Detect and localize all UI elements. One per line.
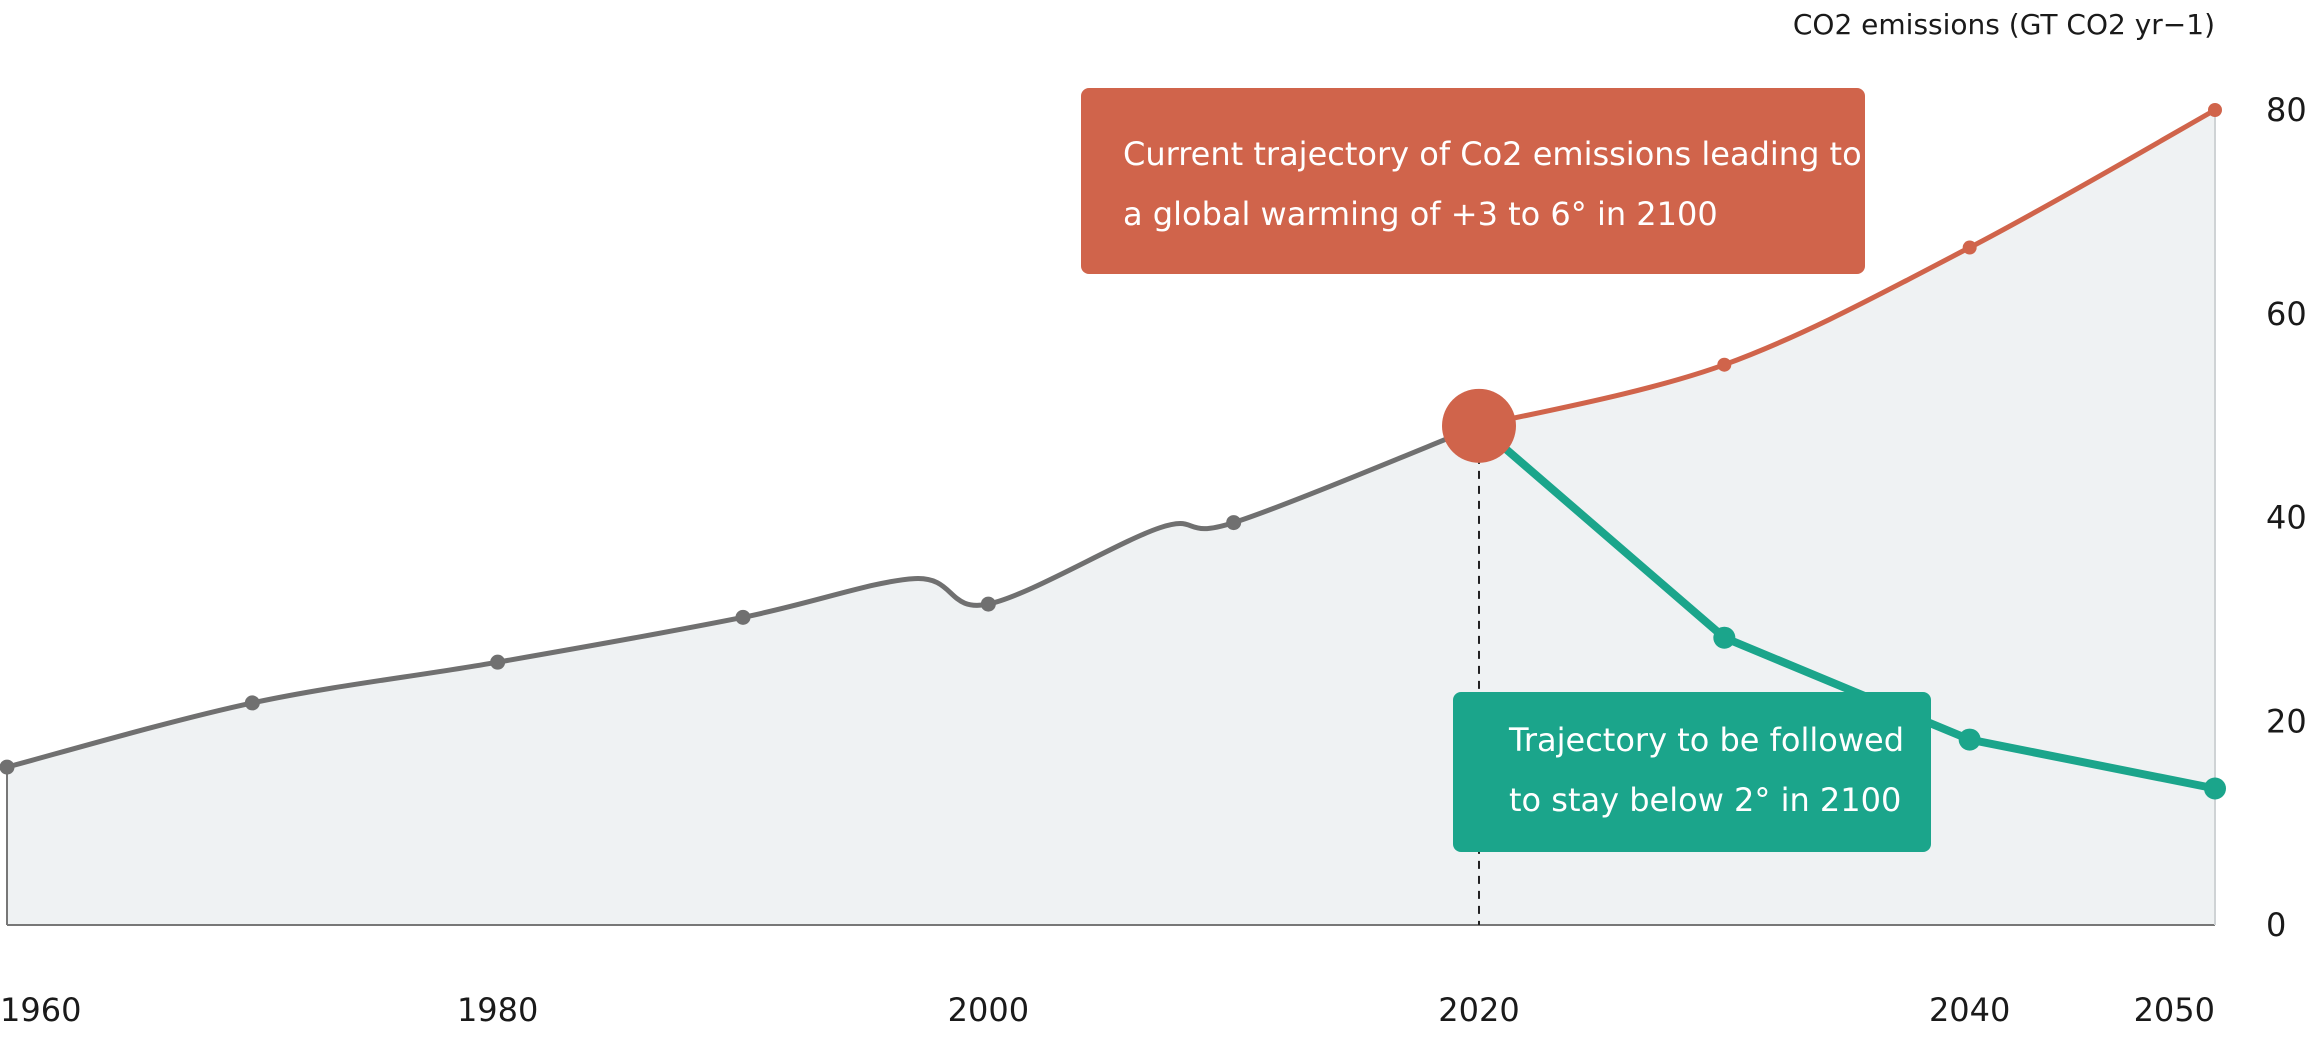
x-tick-label: 2000 (948, 991, 1029, 1029)
pivot-2020-point (1442, 388, 1516, 463)
points-layer (0, 103, 2226, 800)
x-tick-label: 2040 (1929, 991, 2010, 1029)
y-tick-label: 20 (2266, 702, 2307, 740)
labels-layer: CO2 emissions (GT CO2 yr−1) 1960 1980 2000… (0, 8, 2307, 1029)
historical-point (0, 759, 15, 775)
lines-layer (6, 107, 2217, 793)
target-trajectory-point (2204, 777, 2226, 800)
x-tick-label: 1980 (457, 991, 538, 1029)
current-trajectory-point (1717, 357, 1732, 372)
target-trajectory-point (1958, 728, 1981, 751)
historical-series-line (6, 423, 1480, 770)
target-trajectory-line-2: to stay below 2° in 2100 (1509, 781, 1902, 819)
historical-point (244, 695, 260, 711)
historical-point (735, 609, 751, 625)
target-trajectory-callout: Trajectory to be followed to stay below … (1453, 692, 1931, 852)
current-trajectory-callout: Current trajectory of Co2 emissions lead… (1081, 88, 1865, 274)
y-tick-label: 0 (2266, 906, 2286, 944)
y-tick-label: 60 (2266, 295, 2307, 333)
current-trajectory-line-2: a global warming of +3 to 6° in 2100 (1123, 195, 1718, 233)
x-tick-label: 1960 (0, 991, 81, 1029)
y-tick-label: 40 (2266, 499, 2307, 537)
x-tick-label: 2050 (2134, 991, 2215, 1029)
historical-point (1226, 515, 1242, 531)
target-trajectory-point (1713, 626, 1736, 649)
target-trajectory-line (1476, 422, 2216, 793)
target-trajectory-line-1: Trajectory to be followed (1509, 721, 1905, 759)
current-trajectory-point (2208, 103, 2222, 117)
current-trajectory-line-1: Current trajectory of Co2 emissions lead… (1123, 135, 1862, 173)
historical-point (980, 596, 996, 612)
y-axis-title: CO2 emissions (GT CO2 yr−1) (1793, 8, 2215, 41)
current-trajectory-line (1478, 107, 2217, 429)
y-tick-label: 80 (2266, 91, 2307, 129)
x-tick-label: 2020 (1438, 991, 1519, 1029)
current-trajectory-point (1962, 240, 1977, 255)
historical-point (490, 654, 506, 670)
